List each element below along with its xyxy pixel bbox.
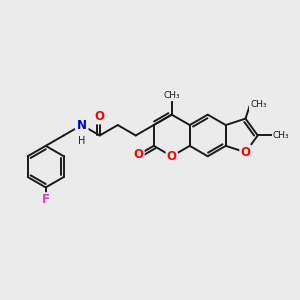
Text: O: O xyxy=(95,110,105,123)
Text: H: H xyxy=(78,136,85,146)
Text: N: N xyxy=(77,118,87,132)
Text: CH₃: CH₃ xyxy=(250,100,267,109)
Text: O: O xyxy=(134,148,143,161)
Text: O: O xyxy=(241,146,250,159)
Text: F: F xyxy=(42,194,50,206)
Text: O: O xyxy=(167,150,177,163)
Text: CH₃: CH₃ xyxy=(272,131,289,140)
Text: CH₃: CH₃ xyxy=(164,91,180,100)
